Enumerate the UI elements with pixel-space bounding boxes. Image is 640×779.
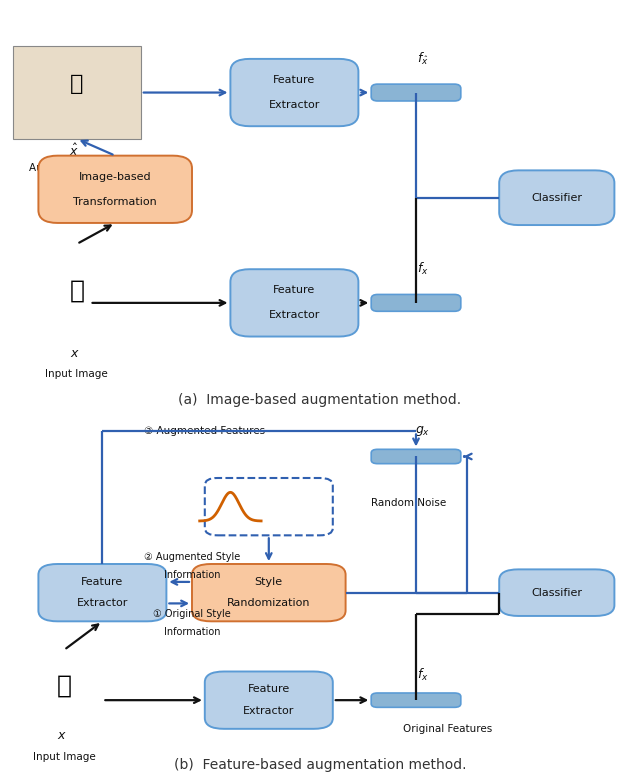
FancyBboxPatch shape <box>499 171 614 225</box>
Text: $f_x$: $f_x$ <box>417 667 428 683</box>
FancyBboxPatch shape <box>230 59 358 126</box>
Text: Extractor: Extractor <box>269 100 320 110</box>
Text: Classifier: Classifier <box>531 192 582 203</box>
Text: Extractor: Extractor <box>243 706 294 716</box>
Text: (a)  Image-based augmentation method.: (a) Image-based augmentation method. <box>179 393 461 407</box>
FancyBboxPatch shape <box>205 671 333 729</box>
Text: $f_{\hat{x}}$: $f_{\hat{x}}$ <box>417 51 428 67</box>
Text: 🐕: 🐕 <box>56 674 72 698</box>
FancyBboxPatch shape <box>371 449 461 464</box>
Text: Classifier: Classifier <box>531 587 582 597</box>
Text: $x$: $x$ <box>70 347 80 360</box>
Text: 🐶: 🐶 <box>70 74 83 94</box>
FancyBboxPatch shape <box>205 478 333 535</box>
Text: $g_x$: $g_x$ <box>415 425 430 439</box>
Text: Input Image: Input Image <box>33 753 95 763</box>
FancyBboxPatch shape <box>371 693 461 707</box>
Text: Feature: Feature <box>273 75 316 85</box>
Text: Transformation: Transformation <box>74 197 157 207</box>
Text: $f_x$: $f_x$ <box>417 261 428 277</box>
Text: Randomization: Randomization <box>227 598 310 608</box>
Text: ② Augmented Style: ② Augmented Style <box>144 552 240 562</box>
Text: Random Noise: Random Noise <box>371 498 447 508</box>
FancyBboxPatch shape <box>230 270 358 337</box>
Text: Original Features: Original Features <box>403 724 493 734</box>
FancyBboxPatch shape <box>499 569 614 616</box>
Text: Style: Style <box>255 577 283 587</box>
Text: ① Original Style: ① Original Style <box>153 609 231 619</box>
Text: Augmented Image: Augmented Image <box>29 164 125 173</box>
Text: Information: Information <box>164 569 220 580</box>
Text: $\hat{x}$: $\hat{x}$ <box>68 143 79 160</box>
FancyBboxPatch shape <box>13 46 141 139</box>
Text: Feature: Feature <box>273 285 316 295</box>
FancyBboxPatch shape <box>371 294 461 312</box>
FancyBboxPatch shape <box>38 156 192 223</box>
Text: $x$: $x$ <box>57 729 67 742</box>
Text: Extractor: Extractor <box>77 598 128 608</box>
Text: Extractor: Extractor <box>269 311 320 320</box>
Text: ③ Augmented Features: ③ Augmented Features <box>144 426 266 436</box>
FancyBboxPatch shape <box>192 564 346 622</box>
Text: Information: Information <box>164 627 220 637</box>
FancyBboxPatch shape <box>371 84 461 101</box>
Text: Feature: Feature <box>248 685 290 694</box>
Text: Input Image: Input Image <box>45 369 108 379</box>
FancyBboxPatch shape <box>38 564 166 622</box>
Text: Image-based: Image-based <box>79 171 152 182</box>
Text: (b)  Feature-based augmentation method.: (b) Feature-based augmentation method. <box>173 758 467 772</box>
Text: Feature: Feature <box>81 577 124 587</box>
Text: 🐕: 🐕 <box>69 278 84 302</box>
